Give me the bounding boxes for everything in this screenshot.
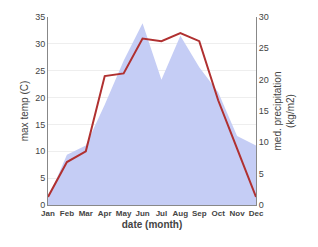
svg-text:15: 15 bbox=[35, 120, 45, 130]
svg-text:Nov: Nov bbox=[230, 209, 246, 218]
svg-text:Jun: Jun bbox=[135, 209, 149, 218]
svg-text:Aug: Aug bbox=[173, 209, 189, 218]
svg-text:0: 0 bbox=[259, 200, 264, 210]
svg-text:30: 30 bbox=[35, 39, 45, 49]
svg-text:10: 10 bbox=[35, 146, 45, 156]
svg-text:25: 25 bbox=[259, 43, 269, 53]
svg-text:Jan: Jan bbox=[41, 209, 55, 218]
svg-text:15: 15 bbox=[259, 106, 269, 116]
svg-text:5: 5 bbox=[259, 169, 264, 179]
svg-text:20: 20 bbox=[259, 75, 269, 85]
svg-text:Dec: Dec bbox=[249, 209, 264, 218]
svg-text:Feb: Feb bbox=[60, 209, 74, 218]
svg-text:med. precipitation(kg/m2): med. precipitation(kg/m2) bbox=[272, 72, 296, 151]
svg-text:Apr: Apr bbox=[98, 209, 112, 218]
svg-text:max temp (C): max temp (C) bbox=[19, 81, 30, 142]
svg-text:10: 10 bbox=[259, 137, 269, 147]
svg-text:Sep: Sep bbox=[192, 209, 207, 218]
svg-text:Oct: Oct bbox=[212, 209, 226, 218]
svg-text:35: 35 bbox=[35, 12, 45, 22]
svg-text:25: 25 bbox=[35, 66, 45, 76]
svg-text:5: 5 bbox=[40, 173, 45, 183]
svg-text:Mar: Mar bbox=[79, 209, 93, 218]
svg-text:Jul: Jul bbox=[156, 209, 168, 218]
svg-text:May: May bbox=[116, 209, 132, 218]
svg-text:date (month): date (month) bbox=[122, 219, 183, 230]
svg-text:20: 20 bbox=[35, 93, 45, 103]
svg-text:0: 0 bbox=[40, 200, 45, 210]
svg-text:30: 30 bbox=[259, 12, 269, 22]
